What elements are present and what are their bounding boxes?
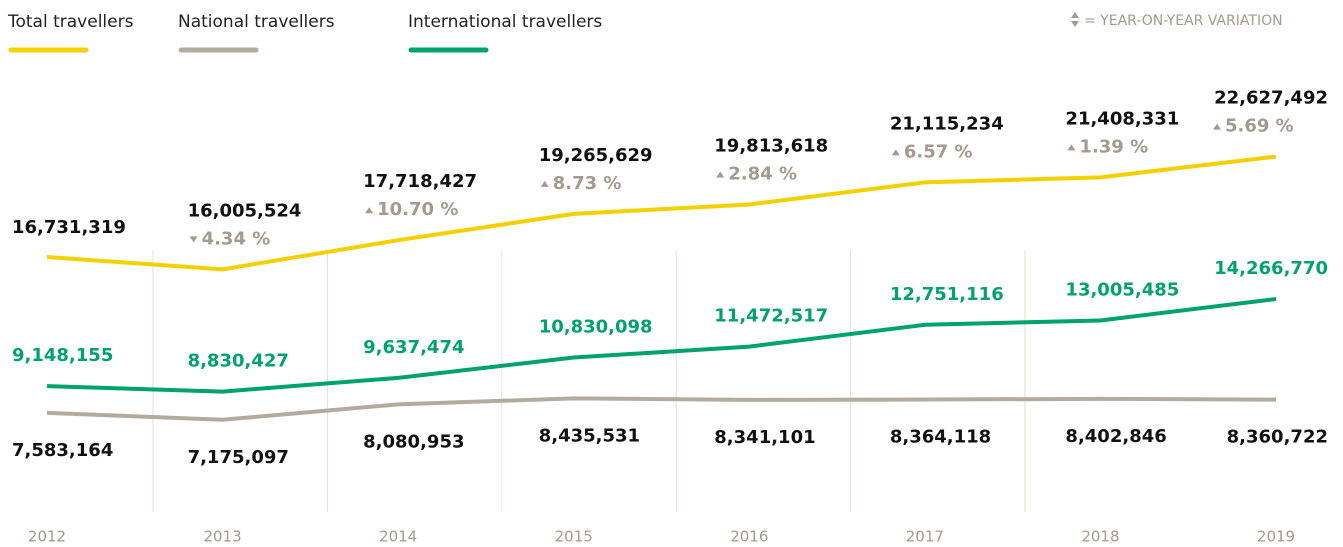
- x-tick-label: 2018: [1081, 528, 1119, 546]
- x-tick-label: 2016: [730, 528, 768, 546]
- yoy-legend: = YEAR-ON-YEAR VARIATION: [1071, 12, 1283, 29]
- line-series: [46, 154, 1277, 272]
- data-label: 10,830,098: [539, 317, 653, 338]
- yoy-label: 1.39 %: [1079, 136, 1148, 157]
- up-arrow: [1067, 144, 1076, 151]
- data-label: 16,731,319: [12, 217, 126, 238]
- line-series: [46, 396, 1277, 422]
- data-label: 8,080,953: [363, 431, 464, 452]
- yoy-label: 6.57 %: [904, 141, 973, 162]
- data-label: 21,115,234: [890, 113, 1004, 134]
- yoy-label: 2.84 %: [728, 164, 797, 185]
- data-label: 9,148,155: [12, 345, 113, 366]
- data-label: 8,360,722: [1227, 427, 1328, 448]
- x-tick-label: 2012: [28, 528, 66, 546]
- line-series: [46, 297, 1277, 394]
- up-arrow: [365, 207, 374, 214]
- data-label: 22,627,492: [1214, 88, 1328, 109]
- x-tick-label: 2014: [379, 528, 417, 546]
- data-label: 8,364,118: [890, 427, 991, 448]
- up-arrow-icon: [1071, 12, 1079, 18]
- x-tick-label: 2017: [906, 528, 944, 546]
- legend-label: National travellers: [178, 12, 335, 32]
- legend-label: International travellers: [408, 12, 602, 32]
- data-label: 16,005,524: [188, 200, 302, 221]
- yoy-label: 10.70 %: [377, 199, 458, 220]
- data-label: 17,718,427: [363, 171, 477, 192]
- yoy-legend-text: = YEAR-ON-YEAR VARIATION: [1084, 13, 1283, 29]
- yoy-label: 8.73 %: [553, 173, 622, 194]
- x-tick-label: 2013: [203, 528, 241, 546]
- data-label: 9,637,474: [363, 337, 464, 358]
- data-label: 7,175,097: [188, 447, 289, 468]
- data-label: 19,265,629: [539, 145, 653, 166]
- data-label: 8,435,531: [539, 425, 640, 446]
- data-label: 12,751,116: [890, 284, 1004, 305]
- data-label: 7,583,164: [12, 440, 113, 461]
- data-label: 19,813,618: [714, 136, 828, 157]
- down-arrow-icon: [1071, 21, 1079, 27]
- x-tick-label: 2019: [1257, 528, 1295, 546]
- data-label: 11,472,517: [714, 306, 828, 327]
- yoy-label: 4.34 %: [202, 228, 271, 249]
- data-label: 8,341,101: [714, 427, 815, 448]
- data-label: 21,408,331: [1065, 108, 1179, 129]
- legend-label: Total travellers: [7, 12, 134, 32]
- data-label: 14,266,770: [1214, 258, 1328, 279]
- x-tick-label: 2015: [555, 528, 593, 546]
- up-arrow: [1213, 123, 1221, 130]
- up-arrow: [891, 149, 900, 156]
- data-label: 8,830,427: [188, 351, 289, 372]
- up-arrow: [540, 180, 549, 187]
- down-arrow: [189, 236, 198, 243]
- data-label: 8,402,846: [1065, 426, 1166, 447]
- yoy-label: 5.69 %: [1225, 116, 1294, 137]
- data-label: 13,005,485: [1065, 279, 1179, 300]
- up-arrow: [716, 171, 725, 178]
